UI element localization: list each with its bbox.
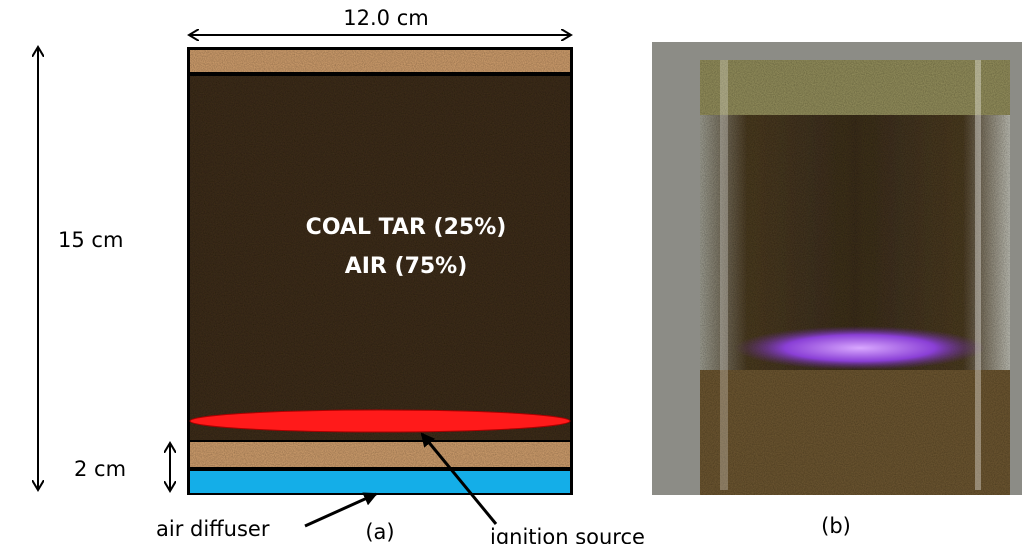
photo [652, 42, 1022, 495]
height-label: 15 cm [58, 228, 123, 252]
ignition-label: ignition source [490, 525, 645, 544]
reflection [975, 60, 981, 490]
base-label: 2 cm [74, 457, 126, 481]
reflection [720, 60, 728, 490]
width-label: 12.0 cm [343, 6, 428, 30]
air-diffuser [190, 471, 570, 493]
top-layer [700, 60, 1010, 115]
ignition-heater [190, 410, 570, 432]
diffuser-label: air diffuser [156, 517, 270, 541]
content-label: COAL TAR (25%) [306, 215, 507, 240]
bottom-layer [700, 370, 1010, 495]
bottom-sand [190, 442, 570, 467]
content-label: AIR (75%) [345, 254, 468, 279]
top-sand [190, 50, 570, 72]
smoldering-front [735, 326, 985, 370]
caption-b: (b) [821, 514, 851, 538]
page: COAL TAR (25%) AIR (75%) 12.0 cm 15 cm 2… [0, 0, 1022, 544]
figure: COAL TAR (25%) AIR (75%) 12.0 cm 15 cm 2… [0, 0, 1022, 544]
caption-a: (a) [365, 520, 394, 544]
